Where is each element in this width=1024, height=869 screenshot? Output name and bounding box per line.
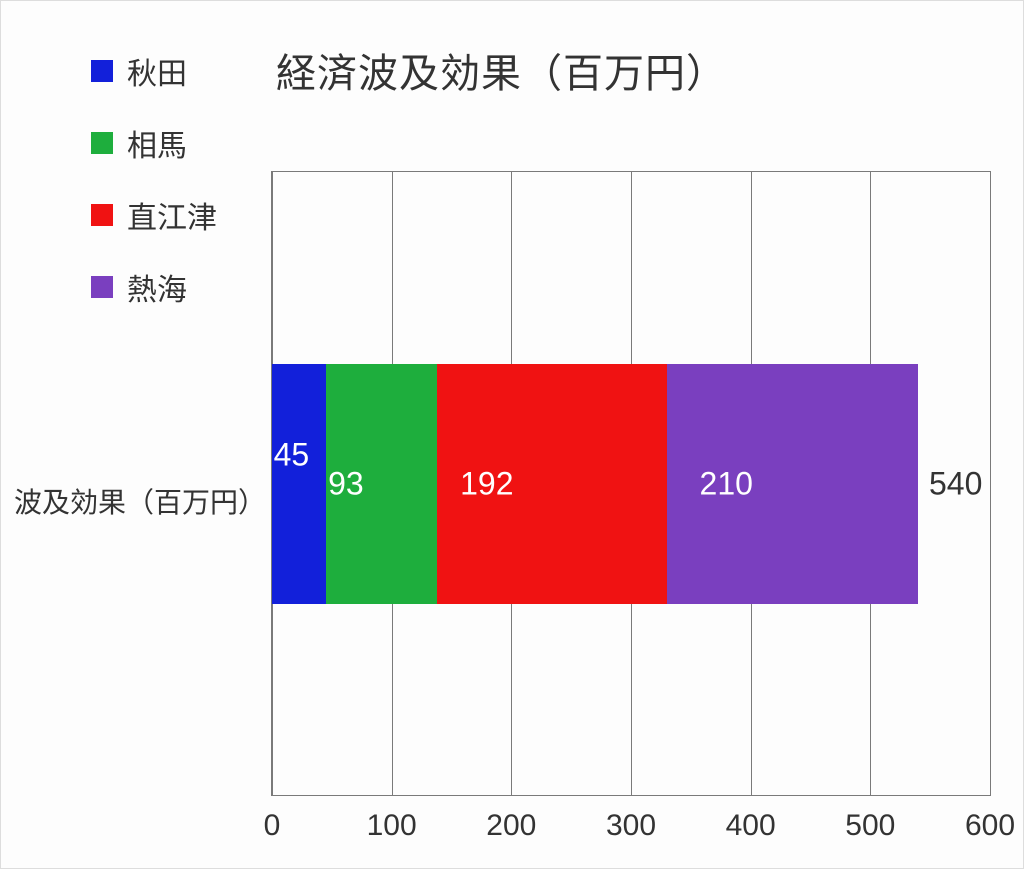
legend-label: 直江津 (127, 193, 217, 237)
legend-label: 秋田 (127, 49, 187, 93)
bar-total-value: 540 (929, 465, 982, 502)
x-axis-tick: 400 (726, 809, 776, 843)
legend-swatch-icon (91, 204, 113, 226)
x-axis-tick: 200 (486, 809, 536, 843)
x-axis-tick: 0 (264, 809, 281, 843)
legend-swatch-icon (91, 276, 113, 298)
bar-segment-value: 192 (460, 465, 513, 502)
chart-container: 経済波及効果（百万円） 秋田 相馬 直江津 熱海 波及効果（百万円） 0 10 (0, 0, 1024, 869)
legend-item: 直江津 (91, 193, 217, 237)
legend: 秋田 相馬 直江津 熱海 (91, 49, 217, 337)
x-axis-tick: 600 (965, 809, 1015, 843)
x-axis-tick: 100 (367, 809, 417, 843)
legend-item: 相馬 (91, 121, 217, 165)
legend-item: 秋田 (91, 49, 217, 93)
plot-area: 0 100 200 300 400 500 600 45 93 192 210 … (271, 171, 991, 796)
bar-segment-value: 45 (274, 436, 310, 473)
x-axis-tick: 500 (845, 809, 895, 843)
legend-label: 相馬 (127, 121, 187, 165)
grid-line (990, 172, 991, 795)
x-axis-tick: 300 (606, 809, 656, 843)
legend-item: 熱海 (91, 265, 217, 309)
bar-segment: 210 (667, 364, 918, 604)
bar-segment-value: 93 (328, 465, 364, 502)
legend-swatch-icon (91, 132, 113, 154)
bar-segment: 45 (272, 364, 326, 604)
chart-title: 経済波及効果（百万円） (276, 41, 727, 99)
y-axis-category-label: 波及効果（百万円） (6, 481, 266, 521)
legend-label: 熱海 (127, 265, 187, 309)
bar-segment: 192 (437, 364, 667, 604)
bar-segment: 93 (326, 364, 437, 604)
bar-track: 45 93 192 210 540 (272, 364, 990, 604)
bar-segment-value: 210 (700, 465, 753, 502)
legend-swatch-icon (91, 60, 113, 82)
